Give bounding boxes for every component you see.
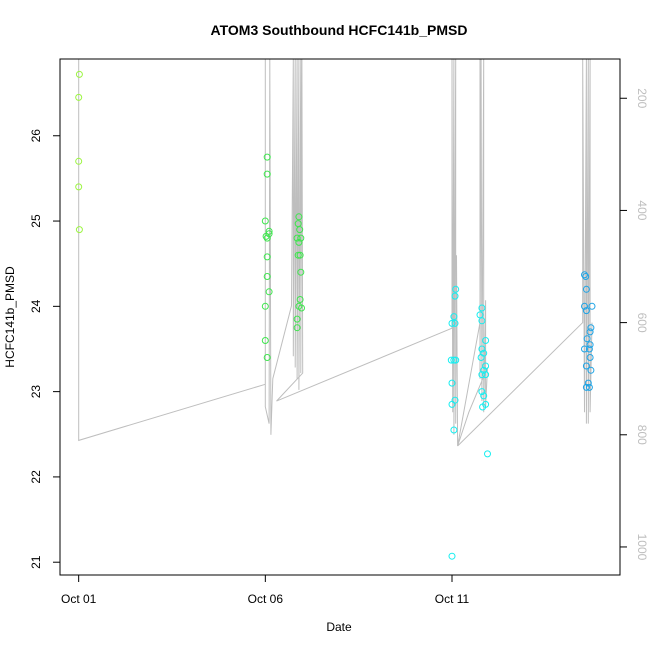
x-tick-label: Oct 01 bbox=[61, 592, 97, 606]
data-point bbox=[75, 157, 83, 165]
data-point bbox=[263, 354, 271, 361]
data-point bbox=[265, 227, 273, 235]
data-point bbox=[588, 302, 596, 310]
y-tick-label: 26 bbox=[29, 129, 43, 143]
y-tick-label: 23 bbox=[29, 385, 43, 399]
data-point bbox=[451, 292, 459, 300]
data-point bbox=[263, 170, 271, 178]
data-point bbox=[480, 392, 488, 400]
data-point bbox=[450, 426, 458, 434]
x-tick-label: Oct 11 bbox=[435, 592, 470, 606]
profile-line-layer bbox=[78, 58, 593, 447]
data-point bbox=[585, 345, 593, 353]
data-point bbox=[297, 234, 305, 242]
data-point bbox=[452, 356, 460, 364]
chart-title: ATOM3 Southbound HCFC141b_PMSD bbox=[211, 22, 468, 38]
data-point bbox=[582, 362, 590, 370]
data-point bbox=[479, 403, 487, 411]
data-point bbox=[478, 304, 486, 312]
data-point bbox=[261, 302, 269, 310]
data-point bbox=[296, 226, 304, 234]
data-point bbox=[582, 273, 590, 280]
data-point bbox=[263, 273, 271, 280]
profile-line bbox=[78, 58, 593, 447]
y-tick-label: 25 bbox=[29, 214, 43, 228]
data-point bbox=[448, 400, 456, 408]
data-point bbox=[75, 93, 83, 101]
data-point bbox=[583, 335, 591, 343]
y2-tick-label: 800 bbox=[635, 425, 649, 445]
data-point bbox=[582, 307, 590, 315]
points-layer bbox=[75, 70, 596, 560]
data-point bbox=[448, 319, 456, 327]
y-tick-label: 22 bbox=[29, 470, 43, 484]
data-point bbox=[482, 371, 490, 379]
data-point bbox=[586, 328, 594, 336]
y2-axis: 200 400 600 800 1000 bbox=[619, 88, 649, 561]
data-point bbox=[293, 324, 301, 332]
data-point bbox=[263, 153, 271, 161]
data-point bbox=[587, 324, 595, 332]
data-point bbox=[295, 213, 303, 221]
data-point bbox=[263, 234, 271, 242]
data-point bbox=[478, 345, 486, 353]
data-point bbox=[261, 337, 269, 344]
data-point bbox=[478, 317, 486, 325]
data-point bbox=[296, 251, 304, 259]
data-point bbox=[294, 251, 302, 259]
data-point bbox=[452, 285, 460, 293]
data-point bbox=[75, 70, 83, 78]
data-point bbox=[75, 183, 83, 191]
data-point bbox=[297, 268, 305, 276]
data-point bbox=[75, 226, 83, 234]
y-tick-label: 21 bbox=[29, 555, 43, 569]
data-point bbox=[261, 217, 269, 225]
data-point bbox=[484, 450, 491, 458]
data-point bbox=[586, 341, 594, 349]
data-point bbox=[477, 354, 485, 361]
data-point bbox=[582, 285, 590, 293]
y-axis: 21 22 23 24 25 26 bbox=[29, 129, 61, 569]
data-point bbox=[293, 234, 301, 242]
plot-box bbox=[59, 58, 621, 576]
y2-tick-label: 1000 bbox=[635, 534, 649, 561]
y2-tick-label: 400 bbox=[635, 200, 649, 220]
x-tick-label: Oct 06 bbox=[248, 592, 284, 606]
data-point bbox=[296, 296, 304, 303]
data-point bbox=[293, 315, 301, 323]
data-point bbox=[448, 552, 456, 560]
data-point bbox=[265, 230, 273, 238]
data-point bbox=[581, 302, 588, 310]
x-axis-label: Date bbox=[326, 620, 352, 634]
data-point bbox=[478, 371, 486, 379]
data-point bbox=[263, 253, 271, 261]
data-point bbox=[480, 366, 488, 374]
data-point bbox=[585, 383, 593, 391]
data-point bbox=[450, 313, 458, 321]
data-point bbox=[584, 379, 592, 387]
data-point bbox=[586, 354, 594, 361]
data-point bbox=[295, 238, 303, 246]
data-point bbox=[482, 337, 490, 344]
data-point bbox=[478, 388, 486, 396]
data-point bbox=[581, 345, 588, 353]
data-point bbox=[448, 379, 456, 387]
y2-tick-label: 600 bbox=[635, 313, 649, 333]
y-axis-label: HCFC141b_PMSD bbox=[3, 266, 17, 368]
x-axis: Oct 01 Oct 06 Oct 11 bbox=[61, 574, 470, 606]
data-point bbox=[265, 288, 273, 296]
data-point bbox=[582, 383, 590, 391]
data-point bbox=[587, 366, 595, 374]
data-point bbox=[447, 356, 455, 364]
data-point bbox=[298, 304, 305, 312]
data-point bbox=[581, 271, 588, 279]
y2-tick-label: 200 bbox=[635, 88, 649, 108]
data-point bbox=[482, 362, 490, 370]
data-point bbox=[451, 319, 459, 327]
y-tick-label: 24 bbox=[29, 299, 43, 313]
